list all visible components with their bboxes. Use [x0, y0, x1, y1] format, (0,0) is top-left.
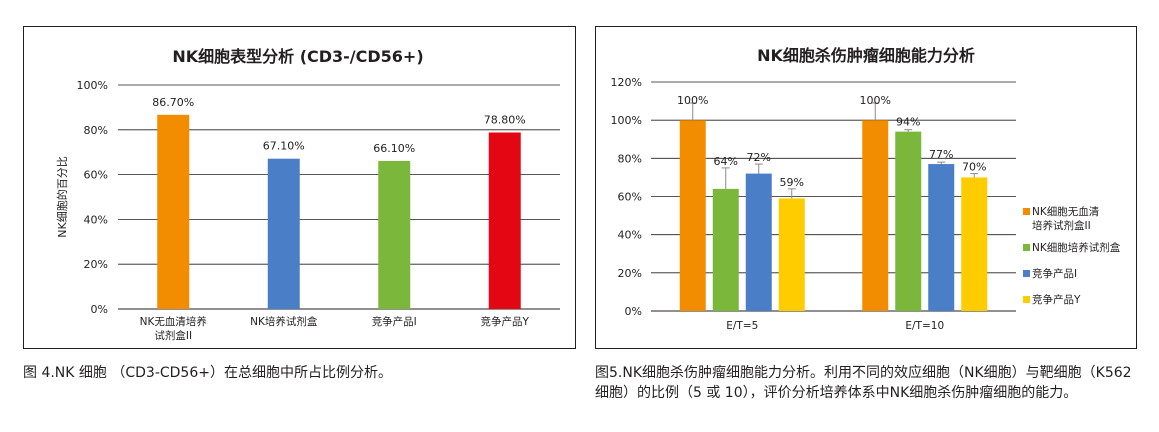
y-tick-label: 80%	[618, 152, 642, 165]
y-tick-label: 100%	[77, 79, 108, 92]
chart-panel-nk-cytotoxicity: NK细胞杀伤肿瘤细胞能力分析 0% 20% 40% 60% 80% 100% 120% E/T=…	[595, 26, 1137, 349]
data-label: 59%	[780, 176, 804, 189]
bar	[378, 160, 411, 309]
x-tick-label: 试剂盒II	[154, 329, 192, 342]
y-tick-label: 20%	[618, 267, 642, 280]
legend-swatch	[1023, 296, 1030, 303]
chart-title: NK细胞表型分析 (CD3-/CD56+)	[172, 47, 423, 66]
data-label: 100%	[860, 94, 891, 107]
data-label: 66.10%	[373, 142, 415, 155]
x-tick-label: 竞争产品Y	[481, 315, 530, 328]
legend-swatch	[1023, 244, 1030, 251]
chart-title: NK细胞杀伤肿瘤细胞能力分析	[757, 46, 975, 65]
bar	[778, 198, 805, 311]
bar	[679, 120, 706, 312]
figure-4-caption: 图 4.NK 细胞 （CD3-CD56+）在总细胞中所占比例分析。	[23, 365, 392, 381]
y-tick-label: 60%	[618, 191, 642, 204]
bar	[157, 114, 190, 310]
y-tick-label: 40%	[84, 213, 108, 226]
y-tick-label: 120%	[611, 76, 642, 89]
nk-cytotoxicity-chart: NK细胞杀伤肿瘤细胞能力分析 0% 20% 40% 60% 80% 100% 120% E/T=…	[611, 46, 1121, 332]
legend-label: 培养试剂盒II	[1032, 219, 1091, 232]
data-label: 77%	[929, 148, 953, 161]
y-tick-label: 100%	[611, 114, 642, 127]
y-tick-label: 20%	[84, 258, 108, 271]
data-label: 86.70%	[152, 96, 194, 109]
bar	[745, 173, 772, 311]
data-label: 100%	[677, 94, 708, 107]
data-label: 64%	[714, 155, 738, 168]
y-axis-label: NK细胞的百分比	[55, 156, 69, 237]
bar	[862, 120, 889, 312]
data-label: 94%	[896, 116, 920, 129]
data-label: 72%	[747, 151, 771, 164]
x-tick-label: 竞争产品I	[372, 315, 417, 328]
x-tick-label: E/T=10	[905, 320, 944, 332]
data-label: 78.80%	[484, 113, 526, 126]
x-tick-label: E/T=5	[726, 320, 758, 332]
y-tick-label: 80%	[84, 124, 108, 137]
bar	[712, 188, 739, 311]
y-tick-label: 0%	[91, 303, 108, 316]
data-label: 70%	[962, 161, 986, 174]
x-tick-label: NK无血清培养	[140, 315, 208, 328]
y-tick-label: 60%	[84, 169, 108, 182]
bar	[961, 177, 988, 311]
y-tick-label: 0%	[625, 305, 642, 318]
figure-5-caption: 图5.NK细胞杀伤肿瘤细胞能力分析。利用不同的效应细胞（NK细胞）与靶细胞（K5…	[595, 365, 1132, 401]
bar	[928, 164, 955, 311]
legend-label: NK细胞无血清	[1032, 205, 1099, 218]
bar	[488, 132, 521, 309]
legend-swatch	[1023, 270, 1030, 277]
legend-label: 竞争产品I	[1032, 267, 1077, 280]
legend-label: 竞争产品Y	[1032, 293, 1081, 306]
bar	[267, 158, 300, 309]
legend-label: NK细胞培养试剂盒	[1032, 241, 1121, 254]
bar	[895, 131, 922, 311]
nk-phenotype-chart: NK细胞表型分析 (CD3-/CD56+) 0% 20% 40% 60% 80% 100% N…	[55, 47, 560, 342]
chart-panel-nk-phenotype: NK细胞表型分析 (CD3-/CD56+) 0% 20% 40% 60% 80% 100% N…	[23, 26, 576, 349]
y-tick-label: 40%	[618, 229, 642, 242]
legend-swatch	[1023, 208, 1030, 215]
data-label: 67.10%	[263, 140, 305, 153]
x-tick-label: NK培养试剂盒	[250, 315, 318, 328]
